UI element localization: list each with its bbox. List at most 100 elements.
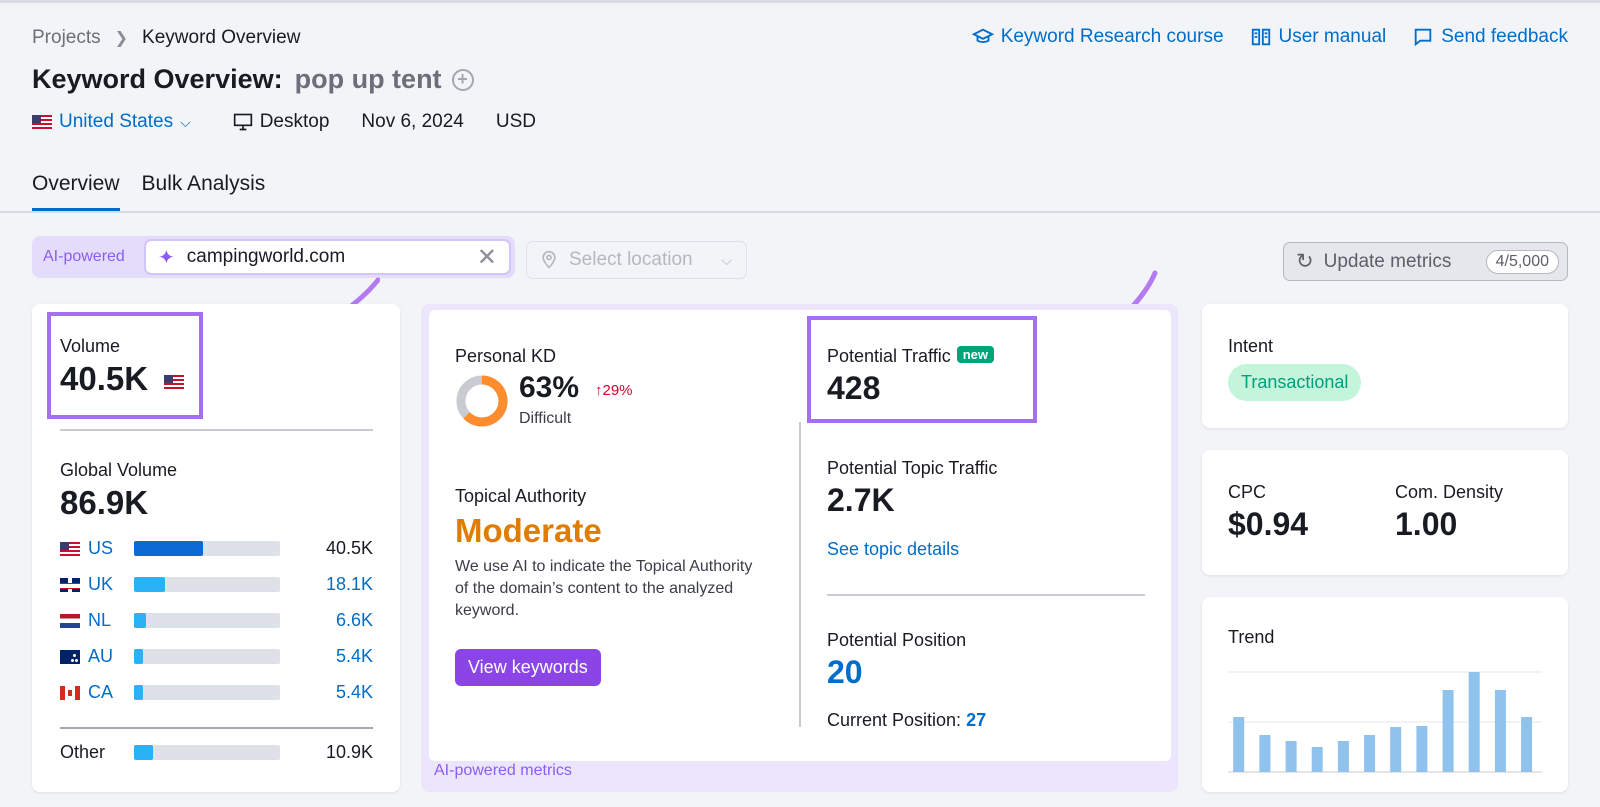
other-label: Other xyxy=(60,742,106,762)
update-count-badge: 4/5,000 xyxy=(1485,249,1559,274)
chevron-down-icon: ⌵ xyxy=(180,113,191,130)
location-placeholder: Select location xyxy=(569,249,693,270)
user-manual-link[interactable]: User manual xyxy=(1250,26,1386,48)
volume-row-other: Other 10.9K xyxy=(60,742,373,763)
uk-flag-icon xyxy=(60,577,80,592)
trend-bar[interactable] xyxy=(1364,735,1376,772)
trend-bar[interactable] xyxy=(1285,741,1297,772)
update-metrics-button[interactable]: ↻ Update metrics 4/5,000 xyxy=(1283,242,1568,281)
refresh-icon: ↻ xyxy=(1296,250,1314,273)
country-code[interactable]: UK xyxy=(88,574,114,594)
volume-bar-fill xyxy=(134,577,165,592)
country-code[interactable]: AU xyxy=(88,646,114,666)
ca-flag-icon xyxy=(60,685,80,700)
keyword-research-course-link[interactable]: Keyword Research course xyxy=(971,26,1224,48)
potential-position-label: Potential Position xyxy=(827,630,967,650)
intent-label: Intent xyxy=(1228,336,1274,356)
other-value: 10.9K xyxy=(325,742,373,762)
country-volume-value[interactable]: 6.6K xyxy=(335,610,373,630)
cpc-label: CPC xyxy=(1228,482,1267,502)
keyword-research-course-label: Keyword Research course xyxy=(1000,26,1224,47)
volume-bar-fill xyxy=(134,649,143,664)
trend-bar[interactable] xyxy=(1521,717,1533,772)
currency-label: USD xyxy=(495,111,536,132)
date-label: Nov 6, 2024 xyxy=(361,111,464,132)
volume-bar-fill xyxy=(134,685,143,700)
topical-authority-label: Topical Authority xyxy=(455,486,587,506)
breadcrumb-projects[interactable]: Projects xyxy=(32,27,101,48)
ai-metrics-footer: AI-powered metrics xyxy=(434,762,572,779)
au-flag-icon xyxy=(60,649,80,664)
country-selector[interactable]: United States ⌵ xyxy=(32,111,191,133)
potential-traffic-label: Potential Traffic xyxy=(827,346,951,366)
volume-row-au: AU 5.4K xyxy=(60,646,373,667)
volume-bar xyxy=(134,685,280,700)
trend-bar[interactable] xyxy=(1259,735,1271,772)
trend-bar[interactable] xyxy=(1416,726,1428,772)
volume-row-uk: UK 18.1K xyxy=(60,574,373,595)
volume-bar xyxy=(134,649,280,664)
volume-divider xyxy=(60,429,373,431)
com-density-label: Com. Density xyxy=(1395,482,1504,502)
view-keywords-button[interactable]: View keywords xyxy=(455,649,601,686)
volume-bar xyxy=(134,577,280,592)
personal-kd-value: 63% xyxy=(519,371,580,404)
us-flag-icon xyxy=(32,115,52,129)
add-circle-icon[interactable]: + xyxy=(451,68,474,91)
country-code[interactable]: CA xyxy=(88,682,114,702)
ai-metrics-panel: Personal KD 63% ↑29% Difficult Topical A… xyxy=(421,304,1178,792)
country-volume-value[interactable]: 5.4K xyxy=(335,682,373,702)
country-volume-value[interactable]: 5.4K xyxy=(335,646,373,666)
send-feedback-label: Send feedback xyxy=(1441,26,1568,47)
trend-bar[interactable] xyxy=(1311,747,1323,772)
global-volume-label: Global Volume xyxy=(60,460,178,480)
tab-overview[interactable]: Overview xyxy=(32,172,120,212)
intent-card: Intent Transactional xyxy=(1202,304,1568,428)
clear-icon[interactable]: ✕ xyxy=(476,243,497,271)
page-title: Keyword Overview: pop up tent + xyxy=(32,64,474,95)
trend-bar[interactable] xyxy=(1468,672,1480,772)
trend-card: Trend xyxy=(1202,597,1568,792)
new-badge: new xyxy=(956,346,995,363)
trend-bar[interactable] xyxy=(1233,717,1245,772)
ai-vertical-divider xyxy=(799,422,801,727)
tab-divider xyxy=(0,211,1600,213)
trend-bar[interactable] xyxy=(1337,741,1349,772)
country-volume-value[interactable]: 18.1K xyxy=(325,574,373,594)
ai-horizontal-divider xyxy=(827,594,1145,596)
desktop-icon xyxy=(233,113,252,131)
personal-kd-change: ↑29% xyxy=(595,382,633,399)
see-topic-details-link[interactable]: See topic details xyxy=(827,539,960,559)
volume-bar-fill xyxy=(134,613,146,628)
country-code[interactable]: NL xyxy=(88,610,112,630)
breadcrumb: Projects ❯ Keyword Overview xyxy=(32,27,300,49)
domain-input-value[interactable]: campingworld.com xyxy=(186,246,346,267)
tab-bulk-analysis[interactable]: Bulk Analysis xyxy=(141,172,266,195)
current-position-label: Current Position: xyxy=(827,710,962,730)
trend-bar[interactable] xyxy=(1494,690,1506,772)
potential-traffic-label-wrap: Potential Traffic new xyxy=(827,346,995,367)
volume-bar xyxy=(134,541,280,556)
graduation-cap-icon xyxy=(971,28,994,43)
send-feedback-link[interactable]: Send feedback xyxy=(1412,26,1568,48)
global-volume-value: 86.9K xyxy=(60,484,149,521)
ai-metrics-card: Personal KD 63% ↑29% Difficult Topical A… xyxy=(429,310,1171,761)
current-position-value[interactable]: 27 xyxy=(966,710,987,730)
location-select[interactable]: Select location ⌵ xyxy=(526,241,747,279)
topical-authority-value: Moderate xyxy=(455,512,602,549)
country-code[interactable]: US xyxy=(88,538,114,558)
top-border xyxy=(0,0,1600,3)
intent-badge: Transactional xyxy=(1228,364,1362,401)
com-density-value: 1.00 xyxy=(1395,506,1458,542)
keyword-meta: United States ⌵ Desktop Nov 6, 2024 USD xyxy=(32,111,536,133)
book-icon xyxy=(1251,28,1270,46)
chevron-down-icon: ⌵ xyxy=(721,251,732,268)
trend-bar[interactable] xyxy=(1442,690,1454,772)
page-title-keyword: pop up tent xyxy=(294,64,442,94)
potential-traffic-highlight xyxy=(807,316,1037,423)
tabs: Overview Bulk Analysis xyxy=(32,172,265,212)
trend-bar[interactable] xyxy=(1390,727,1402,772)
domain-input[interactable]: ✦ campingworld.com ✕ xyxy=(144,239,511,275)
personal-kd-label: Personal KD xyxy=(455,346,557,366)
potential-topic-traffic-label: Potential Topic Traffic xyxy=(827,458,998,478)
